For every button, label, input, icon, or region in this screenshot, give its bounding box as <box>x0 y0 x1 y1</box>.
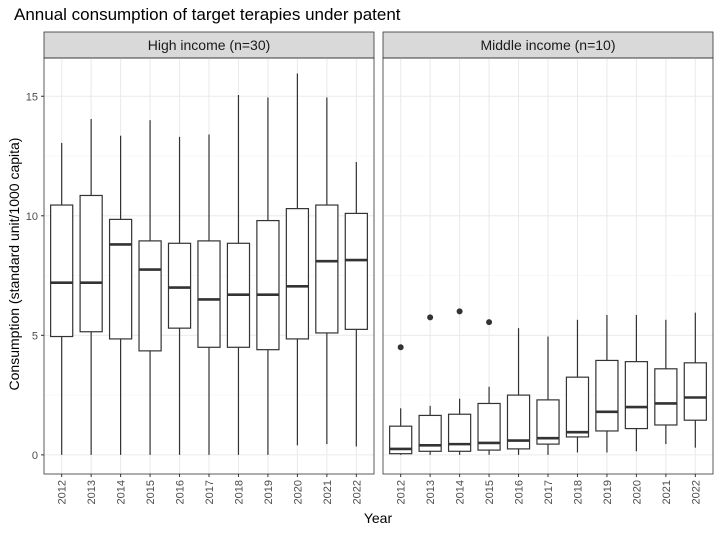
box-2015 <box>139 120 161 455</box>
y-tick-label: 15 <box>26 91 38 103</box>
outlier-point <box>427 314 433 320</box>
box-2017 <box>537 337 559 455</box>
box-iqr <box>655 369 677 425</box>
x-tick-label: 2012 <box>396 480 408 504</box>
box-iqr <box>345 213 367 329</box>
box-2021 <box>655 320 677 444</box>
box-iqr <box>198 241 220 347</box>
box-iqr <box>449 414 471 451</box>
box-2014 <box>110 136 132 455</box>
box-iqr <box>625 362 647 429</box>
box-2020 <box>286 74 308 446</box>
x-tick-label: 2015 <box>484 480 496 504</box>
x-tick-label: 2020 <box>292 480 304 504</box>
x-tick-label: 2013 <box>86 480 98 504</box>
x-tick-label: 2014 <box>455 480 467 504</box>
facet-panels: High income (n=30) 0 5 10 15 2012 2013 2014 2015… <box>26 32 713 504</box>
y-axis-label: Consumption (standard unit/1000 capita) <box>6 138 22 391</box>
x-tick-label: 2022 <box>351 480 363 504</box>
box-2018 <box>566 320 588 453</box>
box-2017 <box>198 135 220 455</box>
x-tick-label: 2015 <box>145 480 157 504</box>
box-iqr <box>168 243 190 328</box>
box-2012 <box>51 143 73 455</box>
box-2016 <box>168 137 190 455</box>
x-tick-label: 2020 <box>631 480 643 504</box>
box-iqr <box>316 205 338 333</box>
box-iqr <box>139 241 161 351</box>
box-iqr <box>286 209 308 339</box>
x-axis-label: Year <box>364 510 393 526</box>
x-tick-label: 2021 <box>322 480 334 504</box>
box-2022 <box>345 162 367 447</box>
facet-strip-label: Middle income (n=10) <box>480 37 615 53</box>
x-tick-label: 2013 <box>425 480 437 504</box>
box-iqr <box>51 205 73 336</box>
x-tick-label: 2014 <box>116 480 128 504</box>
box-2018 <box>227 95 249 455</box>
x-tick-label: 2016 <box>175 480 187 504</box>
x-tick-label: 2019 <box>602 480 614 504</box>
facet-strip-label: High income (n=30) <box>148 37 271 53</box>
y-tick-label: 10 <box>26 211 38 223</box>
box-iqr <box>80 195 102 331</box>
box-iqr <box>596 360 618 431</box>
box-2022 <box>684 313 706 448</box>
box-iqr <box>110 219 132 339</box>
box-2013 <box>80 119 102 455</box>
x-tick-label: 2017 <box>204 480 216 504</box>
outlier-point <box>486 319 492 325</box>
x-tick-label: 2017 <box>543 480 555 504</box>
x-tick-label: 2016 <box>514 480 526 504</box>
chart-title: Annual consumption of target terapies un… <box>14 5 401 24</box>
x-tick-label: 2018 <box>233 480 245 504</box>
y-tick-label: 5 <box>32 330 38 342</box>
facet-panel-1: High income (n=30) 0 5 10 15 2012 2013 2014 2015… <box>26 32 374 504</box>
x-tick-label: 2018 <box>572 480 584 504</box>
x-tick-label: 2012 <box>57 480 69 504</box>
box-2019 <box>257 97 279 454</box>
outlier-point <box>457 308 463 314</box>
x-tick-label: 2019 <box>263 480 275 504</box>
box-2021 <box>316 97 338 444</box>
facet-panel-2: Middle income (n=10) 2012 2013 2014 2015 2016… <box>383 32 713 504</box>
box-iqr <box>257 221 279 350</box>
x-tick-label: 2021 <box>661 480 673 504</box>
x-tick-label: 2022 <box>690 480 702 504</box>
box-iqr <box>566 377 588 437</box>
y-tick-label: 0 <box>32 450 38 462</box>
box-2016 <box>507 328 529 455</box>
box-iqr <box>684 363 706 420</box>
outlier-point <box>398 344 404 350</box>
